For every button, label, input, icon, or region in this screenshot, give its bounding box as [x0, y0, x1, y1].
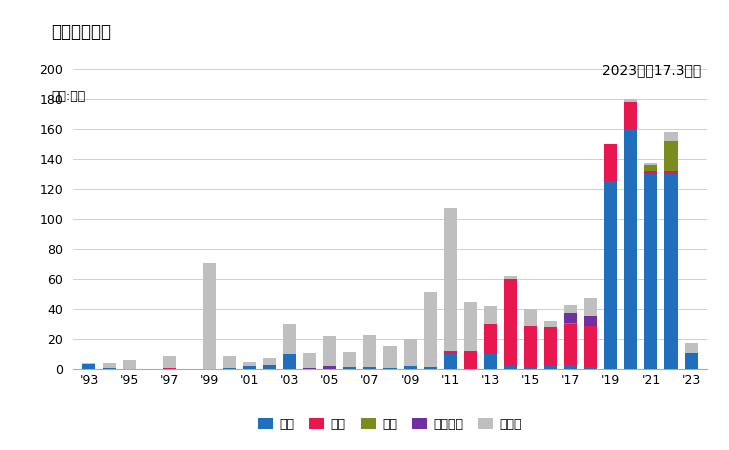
Bar [644, 165, 658, 171]
Bar [424, 292, 437, 367]
Bar [685, 343, 698, 353]
Bar [685, 353, 698, 369]
Bar [624, 99, 637, 102]
Bar [524, 325, 537, 368]
Bar [223, 368, 236, 369]
Bar [303, 368, 316, 369]
Bar [504, 276, 517, 279]
Bar [464, 351, 477, 369]
Bar [283, 354, 296, 369]
Bar [122, 360, 136, 369]
Bar [644, 174, 658, 369]
Bar [584, 367, 597, 369]
Bar [444, 208, 457, 351]
Bar [444, 354, 457, 369]
Bar [524, 368, 537, 369]
Bar [544, 327, 557, 366]
Bar [584, 326, 597, 367]
Bar [624, 129, 637, 369]
Bar [263, 365, 276, 369]
Text: 輸出量の推移: 輸出量の推移 [51, 22, 111, 40]
Bar [624, 102, 637, 129]
Bar [343, 352, 356, 367]
Bar [203, 262, 216, 369]
Bar [564, 323, 577, 324]
Bar [323, 366, 336, 369]
Bar [303, 353, 316, 368]
Bar [223, 356, 236, 368]
Bar [243, 361, 256, 366]
Bar [404, 366, 416, 369]
Bar [103, 368, 116, 369]
Bar [383, 346, 397, 368]
Bar [584, 316, 597, 326]
Bar [644, 171, 658, 174]
Bar [404, 339, 416, 366]
Bar [664, 132, 677, 141]
Bar [504, 366, 517, 369]
Bar [364, 335, 376, 367]
Bar [323, 336, 336, 366]
Bar [424, 367, 437, 369]
Bar [464, 302, 477, 351]
Bar [343, 367, 356, 369]
Bar [564, 305, 577, 313]
Bar [484, 306, 497, 324]
Bar [283, 324, 296, 354]
Text: 単位:トン: 単位:トン [51, 90, 85, 103]
Bar [644, 163, 658, 165]
Bar [243, 366, 256, 369]
Legend: 台湾, タイ, 米国, ベトナム, その他: 台湾, タイ, 米国, ベトナム, その他 [253, 413, 527, 436]
Bar [664, 171, 677, 174]
Bar [584, 298, 597, 316]
Bar [564, 364, 577, 369]
Bar [82, 363, 95, 364]
Bar [544, 366, 557, 369]
Bar [564, 313, 577, 323]
Bar [664, 174, 677, 369]
Bar [524, 309, 537, 325]
Bar [163, 368, 176, 369]
Text: 2023年：17.3トン: 2023年：17.3トン [601, 63, 701, 77]
Bar [82, 364, 95, 369]
Bar [383, 368, 397, 369]
Bar [484, 324, 497, 354]
Bar [604, 181, 617, 369]
Bar [364, 367, 376, 369]
Bar [504, 279, 517, 366]
Bar [263, 358, 276, 365]
Bar [103, 363, 116, 368]
Bar [564, 324, 577, 365]
Bar [664, 141, 677, 171]
Bar [163, 356, 176, 368]
Bar [544, 321, 557, 327]
Bar [484, 354, 497, 369]
Bar [604, 144, 617, 181]
Bar [444, 351, 457, 354]
